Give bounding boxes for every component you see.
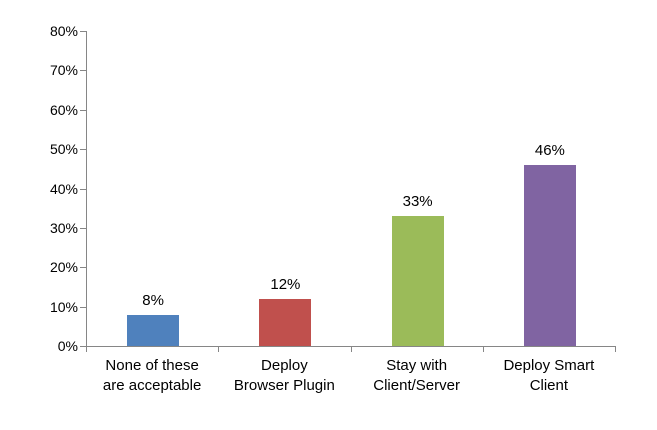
y-axis-tick-label: 70% xyxy=(49,62,78,79)
x-axis-tickmark xyxy=(218,347,220,352)
bar xyxy=(259,298,312,346)
x-axis-labels: None of these are acceptable Deploy Brow… xyxy=(86,356,615,396)
x-axis-category-label: Deploy Smart Client xyxy=(503,357,595,394)
x-axis-tickmark xyxy=(482,347,484,352)
plot-area: 8% 12% 33% 46% xyxy=(80,31,616,352)
y-axis-tick-label: 80% xyxy=(49,23,78,39)
data-label: 46% xyxy=(534,141,565,159)
data-label: 33% xyxy=(402,193,433,211)
data-label: 12% xyxy=(270,275,301,293)
y-axis-tick-label: 30% xyxy=(49,219,78,236)
x-axis-category-label: Deploy Browser Plugin xyxy=(233,357,335,394)
bar xyxy=(523,164,576,346)
y-axis-tickmark xyxy=(80,346,86,347)
x-axis-tickmark xyxy=(86,347,87,352)
bar-group: 12% xyxy=(219,31,351,346)
y-axis-tick-label: 20% xyxy=(49,259,78,276)
x-axis-category-label: Stay with Client/Server xyxy=(373,357,460,394)
bar-group: 46% xyxy=(484,31,616,346)
bar-group: 33% xyxy=(352,31,484,346)
y-axis-tickmark xyxy=(80,188,86,190)
y-axis-tick-label: 40% xyxy=(49,180,78,197)
bar xyxy=(127,314,180,346)
y-axis-tickmark xyxy=(80,109,86,111)
y-axis-labels: 80% 70% 60% 50% 40% 30% 20% 10% 0% xyxy=(0,23,78,354)
y-axis-tickmark xyxy=(80,31,86,32)
y-axis-tick-label: 60% xyxy=(49,101,78,118)
y-axis-tickmark xyxy=(80,267,86,269)
y-axis-tickmark xyxy=(80,70,86,72)
data-label: 8% xyxy=(142,291,164,309)
y-axis-tick-label: 50% xyxy=(49,141,78,158)
x-axis-tickmark xyxy=(350,347,352,352)
bar-series: 8% 12% 33% 46% xyxy=(87,31,616,346)
x-axis-category-label: None of these are acceptable xyxy=(102,357,202,394)
bar xyxy=(391,216,444,346)
y-axis-tickmark xyxy=(80,227,86,229)
y-axis-tickmark xyxy=(80,306,86,308)
y-axis-tick-label: 0% xyxy=(57,338,78,354)
x-axis-tickmark xyxy=(615,347,616,352)
y-axis-tick-label: 10% xyxy=(49,298,78,315)
y-axis-tickmark xyxy=(80,149,86,151)
bar-group: 8% xyxy=(87,31,219,346)
